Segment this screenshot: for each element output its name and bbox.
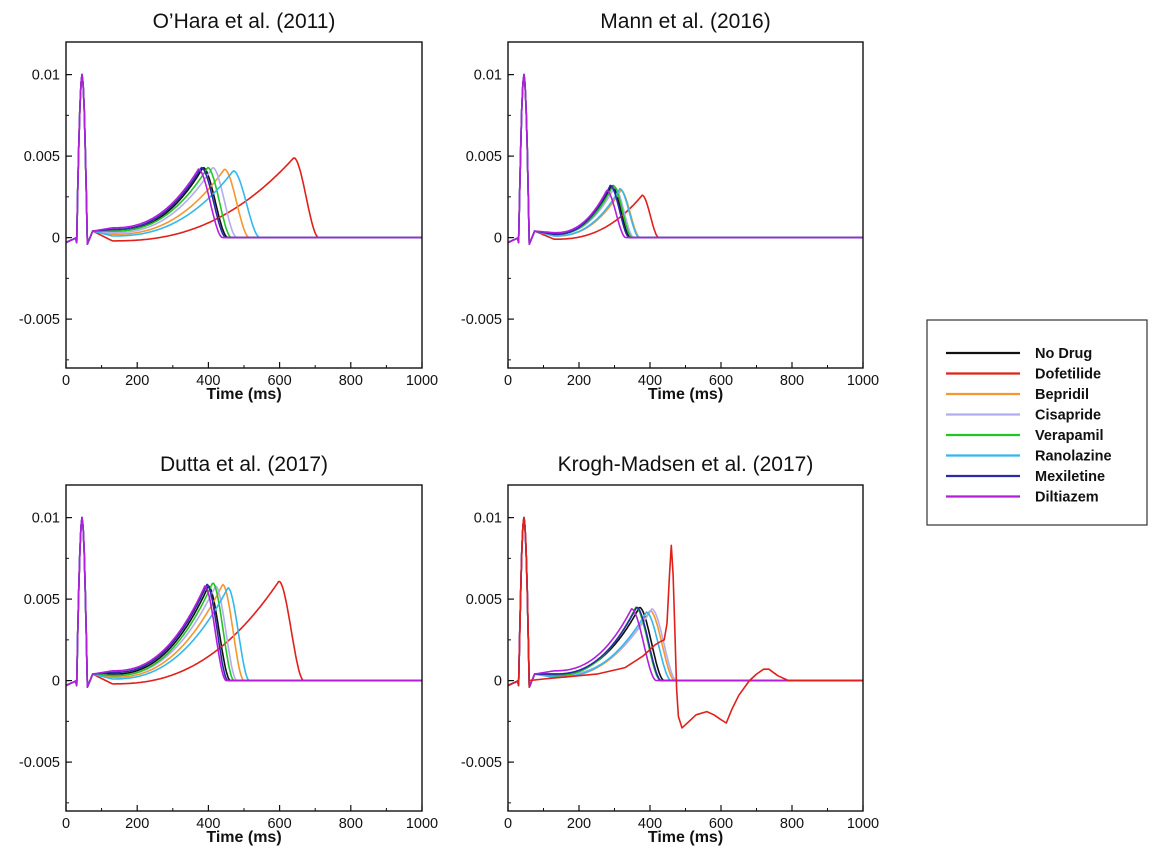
series-line-verapamil <box>508 516 863 688</box>
x-tick-label: 1000 <box>847 373 879 389</box>
series-line-cisapride <box>508 73 863 245</box>
series-line-no-drug <box>508 73 863 245</box>
chart-title: Dutta et al. (2017) <box>160 453 328 476</box>
y-tick-label: -0.005 <box>461 312 502 328</box>
series-line-cisapride <box>66 73 422 245</box>
x-tick-label: 400 <box>638 373 662 389</box>
series-line-no-drug <box>66 73 422 245</box>
plot-frame <box>507 484 864 812</box>
series-line-dofetilide <box>508 73 863 245</box>
series-group <box>66 516 422 688</box>
y-tick-label: -0.005 <box>461 755 502 771</box>
chart-title: Krogh-Madsen et al. (2017) <box>558 453 814 476</box>
x-tick-label: 800 <box>780 816 804 832</box>
x-tick-label: 400 <box>196 373 220 389</box>
legend-label-cisapride: Cisapride <box>1035 408 1101 424</box>
legend-label-bepridil: Bepridil <box>1035 387 1089 403</box>
y-tick-label: 0 <box>494 674 502 690</box>
x-axis-label: Time (ms) <box>648 386 723 403</box>
x-tick-label: 600 <box>267 816 291 832</box>
series-line-verapamil <box>508 73 863 245</box>
y-tick-label: -0.005 <box>19 312 60 328</box>
plot-frame <box>65 484 423 812</box>
x-axis-label: Time (ms) <box>648 829 723 846</box>
chart-title: Mann et al. (2016) <box>600 10 770 33</box>
x-tick-label: 1000 <box>847 816 879 832</box>
x-tick-label: 600 <box>267 373 291 389</box>
legend: No Drug Dofetilide Bepridil Cisapride Verapa… <box>926 319 1148 526</box>
x-tick-label: 200 <box>125 816 149 832</box>
y-tick-label: 0 <box>494 231 502 247</box>
series-group <box>508 73 863 245</box>
series-line-dofetilide <box>66 73 422 245</box>
series-line-ranolazine <box>66 73 422 245</box>
chart-title: O’Hara et al. (2011) <box>153 10 336 33</box>
y-tick-label: 0.01 <box>474 68 502 84</box>
x-axis-label: Time (ms) <box>206 829 281 846</box>
y-tick-label: 0.005 <box>466 592 502 608</box>
series-line-bepridil <box>508 516 863 688</box>
x-tick-label: 400 <box>196 816 220 832</box>
y-tick-label: 0.01 <box>32 511 60 527</box>
x-tick-label: 0 <box>62 816 70 832</box>
series-group <box>66 73 422 245</box>
series-line-mexiletine <box>66 73 422 245</box>
y-tick-label: 0 <box>52 674 60 690</box>
y-tick-label: 0.005 <box>24 149 60 165</box>
series-line-diltiazem <box>66 73 422 245</box>
legend-label-verapamil: Verapamil <box>1035 428 1104 444</box>
series-line-mexiletine <box>508 73 863 245</box>
legend-label-mexiletine: Mexiletine <box>1035 469 1105 485</box>
series-line-dofetilide <box>508 518 863 729</box>
legend-label-dofetilide: Dofetilide <box>1035 367 1101 383</box>
x-tick-label: 400 <box>638 816 662 832</box>
series-line-cisapride <box>508 516 863 688</box>
x-tick-label: 200 <box>567 816 591 832</box>
chart-panel-mann-2016: Mann et al. (2016) 0 200 400 600 800 1000 -0.00… <box>461 10 879 403</box>
series-line-diltiazem <box>508 73 863 245</box>
chart-panel-dutta-2017: Dutta et al. (2017) 0 200 400 600 800 1000 -0.0… <box>19 453 438 846</box>
series-line-verapamil <box>66 73 422 245</box>
legend-box <box>926 319 1148 526</box>
series-line-ranolazine <box>66 516 422 688</box>
legend-label-diltiazem: Diltiazem <box>1035 490 1099 506</box>
x-tick-label: 0 <box>504 816 512 832</box>
series-line-mexiletine <box>508 516 863 688</box>
x-tick-label: 1000 <box>406 816 438 832</box>
y-tick-label: 0.01 <box>474 511 502 527</box>
x-tick-label: 600 <box>709 816 733 832</box>
series-line-bepridil <box>66 73 422 245</box>
x-tick-label: 800 <box>780 373 804 389</box>
series-line-bepridil <box>508 73 863 245</box>
series-line-ranolazine <box>508 516 863 688</box>
legend-label-no-drug: No Drug <box>1035 346 1092 362</box>
x-tick-label: 800 <box>339 816 363 832</box>
series-line-no-drug <box>508 516 863 688</box>
y-tick-label: 0.005 <box>24 592 60 608</box>
x-tick-label: 600 <box>709 373 733 389</box>
x-axis-label: Time (ms) <box>206 386 281 403</box>
x-tick-label: 200 <box>567 373 591 389</box>
x-tick-label: 200 <box>125 373 149 389</box>
y-tick-label: 0.005 <box>466 149 502 165</box>
plot-frame <box>65 41 423 369</box>
x-tick-label: 1000 <box>406 373 438 389</box>
chart-panel-krogh-madsen-2017: Krogh-Madsen et al. (2017) 0 200 400 600 800 1… <box>461 453 879 846</box>
legend-label-ranolazine: Ranolazine <box>1035 449 1112 465</box>
plot-frame <box>507 41 864 369</box>
y-tick-label: 0 <box>52 231 60 247</box>
series-line-diltiazem <box>508 516 863 688</box>
x-tick-label: 0 <box>62 373 70 389</box>
x-tick-label: 0 <box>504 373 512 389</box>
y-tick-label: -0.005 <box>19 755 60 771</box>
y-tick-label: 0.01 <box>32 68 60 84</box>
series-line-diltiazem <box>66 516 422 688</box>
chart-panel-ohara-2011: O’Hara et al. (2011) 0 200 400 600 800 1000 -0.… <box>19 10 438 403</box>
x-tick-label: 800 <box>339 373 363 389</box>
series-line-ranolazine <box>508 73 863 245</box>
series-group <box>508 516 863 729</box>
